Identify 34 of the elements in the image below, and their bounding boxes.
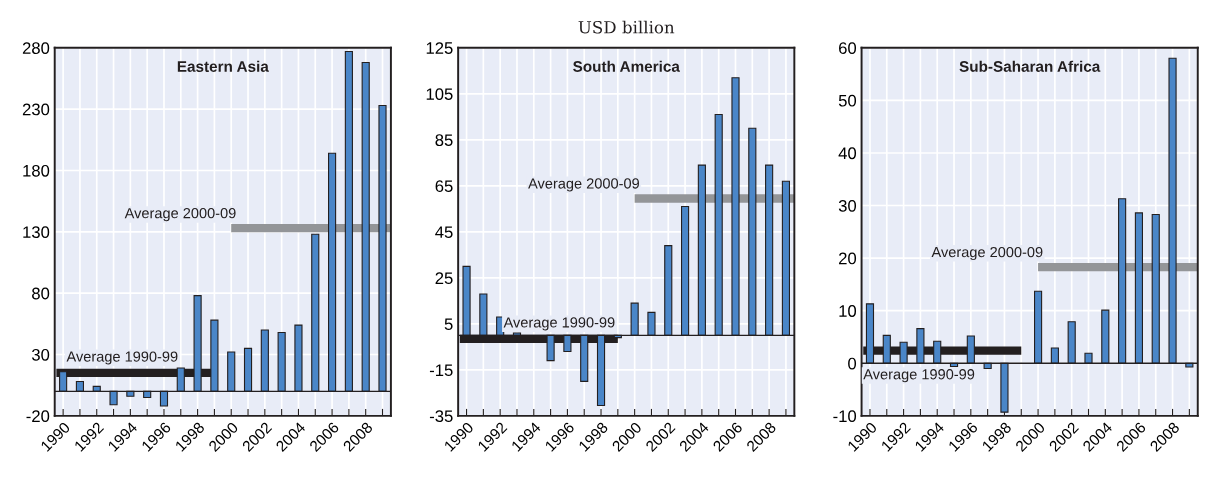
y-tick-label: 85 <box>435 134 453 147</box>
series-label: Average 1990-99 <box>863 369 975 383</box>
y-tick-label: 40 <box>838 147 857 160</box>
y-tick-label: 45 <box>435 226 453 239</box>
y-tick-label: -35 <box>429 410 453 423</box>
y-tick-label: -20 <box>26 410 50 423</box>
y-tick-label: 65 <box>435 180 453 193</box>
y-tick-label: 0 <box>848 357 857 370</box>
y-tick-label: 30 <box>31 348 50 361</box>
y-tick-label: 20 <box>839 252 857 265</box>
y-tick-label: 130 <box>23 226 50 239</box>
text: Eastern Asia <box>177 60 269 72</box>
series-label: Average 2000-09 <box>124 208 236 222</box>
y-tick-label: 125 <box>426 42 453 54</box>
y-tick-label: 60 <box>839 42 857 54</box>
y-tick-label: -10 <box>833 410 857 423</box>
series-label: Average 1990-99 <box>66 351 178 365</box>
y-tick-label: -15 <box>429 364 453 377</box>
series-label: Average 2000-09 <box>931 246 1043 261</box>
text: South America <box>573 60 680 72</box>
y-tick-label: 280 <box>22 42 50 54</box>
y-tick-label: 80 <box>32 287 50 300</box>
y-tick-label: 25 <box>435 272 453 285</box>
y-tick-label: 10 <box>839 305 857 317</box>
y-tick-label: 50 <box>838 94 857 107</box>
y-tick-label: 180 <box>23 164 50 177</box>
y-tick-label: 5 <box>444 318 453 331</box>
y-tick-label: 230 <box>22 103 50 116</box>
y-tick-label: 30 <box>838 199 857 212</box>
text: Sub-Saharan Africa <box>959 60 1101 72</box>
series-label: Average 2000-09 <box>528 178 640 192</box>
y-tick-label: 105 <box>426 88 453 101</box>
series-label: Average 1990-99 <box>503 317 615 331</box>
chart-subtitle: USD billion <box>578 20 675 34</box>
